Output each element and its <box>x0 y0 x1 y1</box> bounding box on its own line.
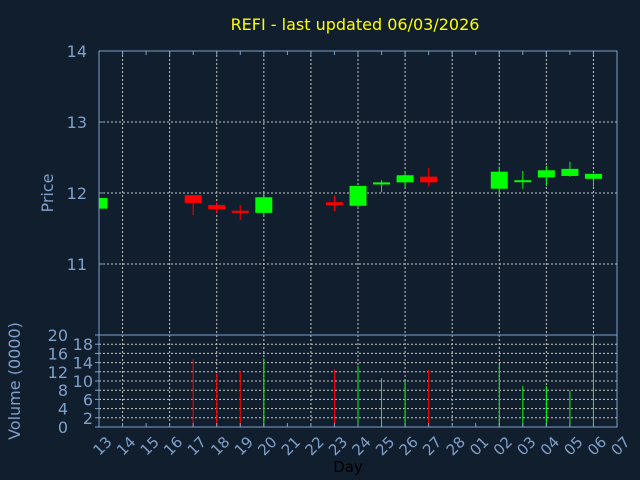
candle-body <box>420 176 438 183</box>
candle-body <box>373 182 391 185</box>
volume-tick-label: 20 <box>48 326 68 345</box>
candle-body <box>231 210 249 213</box>
x-tick-label: 28 <box>443 433 469 459</box>
x-tick-label: 26 <box>396 433 422 459</box>
x-tick-label: 04 <box>537 433 563 459</box>
candle-body <box>490 171 508 189</box>
volume-tick-label: 12 <box>48 363 68 382</box>
volume-tick-label: 4 <box>58 400 68 419</box>
volume-tick-label: 0 <box>58 418 68 437</box>
volume-tick-label: 16 <box>48 344 68 363</box>
marks <box>99 161 602 427</box>
candle-body <box>584 173 602 179</box>
x-tick-label: 02 <box>490 433 516 459</box>
x-tick-label: 18 <box>207 433 233 459</box>
x-tick-label: 07 <box>608 433 634 459</box>
x-tick-label: 03 <box>513 433 539 459</box>
price-tick-label: 14 <box>67 42 87 61</box>
x-tick-label: 13 <box>90 433 116 459</box>
x-tick-label: 20 <box>254 433 280 459</box>
volume-tick-label: 14 <box>73 354 93 373</box>
volume-tick-label: 8 <box>58 381 68 400</box>
candle-body <box>184 195 202 203</box>
candle-body <box>255 197 273 213</box>
x-tick-label: 05 <box>560 433 586 459</box>
x-tick-label: 21 <box>278 433 304 459</box>
x-tick-label: 15 <box>137 433 163 459</box>
volume-axis-label: Volume (0000) <box>5 322 24 440</box>
x-tick-label: 23 <box>325 433 351 459</box>
candle-body <box>396 175 414 183</box>
x-axis-label: Day <box>333 458 363 476</box>
x-tick-label: 24 <box>349 433 375 459</box>
candle-body <box>514 180 532 183</box>
x-tick-label: 27 <box>419 433 445 459</box>
volume-tick-label: 10 <box>73 372 93 391</box>
x-tick-label: 16 <box>160 433 186 459</box>
x-tick-label: 06 <box>584 433 610 459</box>
price-tick-label: 11 <box>67 255 87 274</box>
price-tick-label: 12 <box>67 184 87 203</box>
x-tick-label: 01 <box>466 433 492 459</box>
x-tick-label: 14 <box>113 433 139 459</box>
candle-body <box>325 202 343 206</box>
x-tick-label: 19 <box>231 433 257 459</box>
candles <box>99 161 602 220</box>
volume-tick-label: 18 <box>73 335 93 354</box>
price-axis-label: Price <box>38 173 57 212</box>
price-tick-label: 13 <box>67 113 87 132</box>
candle-body <box>561 168 579 176</box>
x-tick-label: 17 <box>184 433 210 459</box>
candle-body <box>349 185 367 206</box>
x-tick-label: 22 <box>301 433 327 459</box>
chart-title: REFI - last updated 06/03/2026 <box>231 15 480 34</box>
volume-tick-label: 6 <box>83 390 93 409</box>
candle-body <box>208 205 226 210</box>
candle-body <box>99 197 108 209</box>
volume-tick-label: 2 <box>83 409 93 428</box>
x-tick-label: 25 <box>372 433 398 459</box>
candle-body <box>537 170 555 178</box>
